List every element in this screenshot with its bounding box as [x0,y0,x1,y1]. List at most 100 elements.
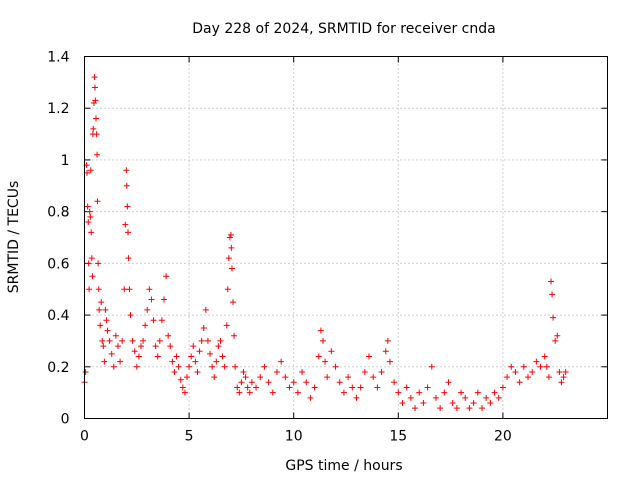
data-point [504,374,511,381]
data-point [445,379,452,386]
data-point [125,255,132,262]
data-point [123,182,130,189]
data-point [184,374,191,381]
y-tick-label: 0 [61,412,70,428]
y-tick-label: 0.8 [47,205,69,221]
data-point [91,74,98,81]
data-point [541,353,548,360]
data-point [290,379,297,386]
data-point [474,389,481,396]
data-point [88,229,95,236]
data-point [133,363,140,370]
data-point [173,353,180,360]
data-point [328,348,335,355]
data-point [137,343,144,350]
data-point [332,363,339,370]
data-point [152,343,159,350]
data-point [449,399,456,406]
data-point [209,363,216,370]
data-point [294,389,301,396]
data-point [112,332,119,339]
y-tick-labels: 0 0.2 0.4 0.6 0.8 1 1.2 1.4 [47,50,69,428]
data-point [491,389,498,396]
data-point [487,399,494,406]
data-point [85,218,92,225]
x-tick-label: 10 [285,429,303,445]
data-point [221,363,228,370]
data-point [110,363,117,370]
data-point [228,265,235,272]
data-point [311,384,318,391]
data-point [382,348,389,355]
data-point [403,384,410,391]
data-point [315,353,322,360]
data-point [93,115,100,122]
data-point [548,278,555,285]
data-point [508,363,515,370]
data-point [424,384,431,391]
data-point [93,131,100,138]
data-point [127,312,134,319]
data-point [307,394,314,401]
data-point [179,384,186,391]
data-point [386,358,393,365]
data-point [319,337,326,344]
data-point [99,337,106,344]
data-point [273,368,280,375]
data-point [558,379,565,386]
data-point [150,317,157,324]
data-point [200,325,207,331]
data-point [129,337,136,344]
data-point [336,379,343,386]
data-point [478,405,485,412]
data-point [89,273,96,280]
data-point [85,260,92,267]
data-point [87,167,94,174]
data-point [483,394,490,401]
data-point [122,221,129,228]
data-point [278,358,285,365]
data-point [135,353,142,360]
data-point [95,260,102,267]
data-point [437,405,444,412]
data-point [192,358,199,365]
data-point [97,322,104,329]
data-point [186,363,193,370]
data-point [84,169,91,176]
data-point [550,314,557,321]
data-point [154,353,161,360]
data-point [198,337,205,344]
data-point [232,363,239,370]
data-point [175,363,182,370]
data-point [117,358,124,365]
data-point [420,399,427,406]
data-point [121,286,128,293]
data-point [286,384,293,391]
x-axis-label: GPS time / hours [285,458,402,474]
data-point [204,337,211,344]
data-point [219,353,226,360]
data-point [224,286,231,293]
data-point [90,125,97,132]
data-point [495,394,502,401]
data-point [261,363,268,370]
data-point [144,306,151,313]
data-point [88,255,95,262]
data-point [126,286,133,293]
chart-title: Day 228 of 2024, SRMTID for receiver cnd… [192,21,495,37]
data-point [257,374,264,381]
data-point [384,337,391,344]
data-point [370,374,377,381]
y-tick-label: 1 [61,153,70,169]
data-point [234,384,241,391]
data-point [215,343,222,350]
data-point [94,151,101,158]
data-point [230,299,237,306]
data-point [231,332,238,339]
y-tick-label: 0.6 [47,256,69,272]
data-point [391,379,398,386]
data-point [167,343,174,350]
data-point [322,358,329,365]
data-point [349,384,356,391]
data-point [552,337,559,344]
